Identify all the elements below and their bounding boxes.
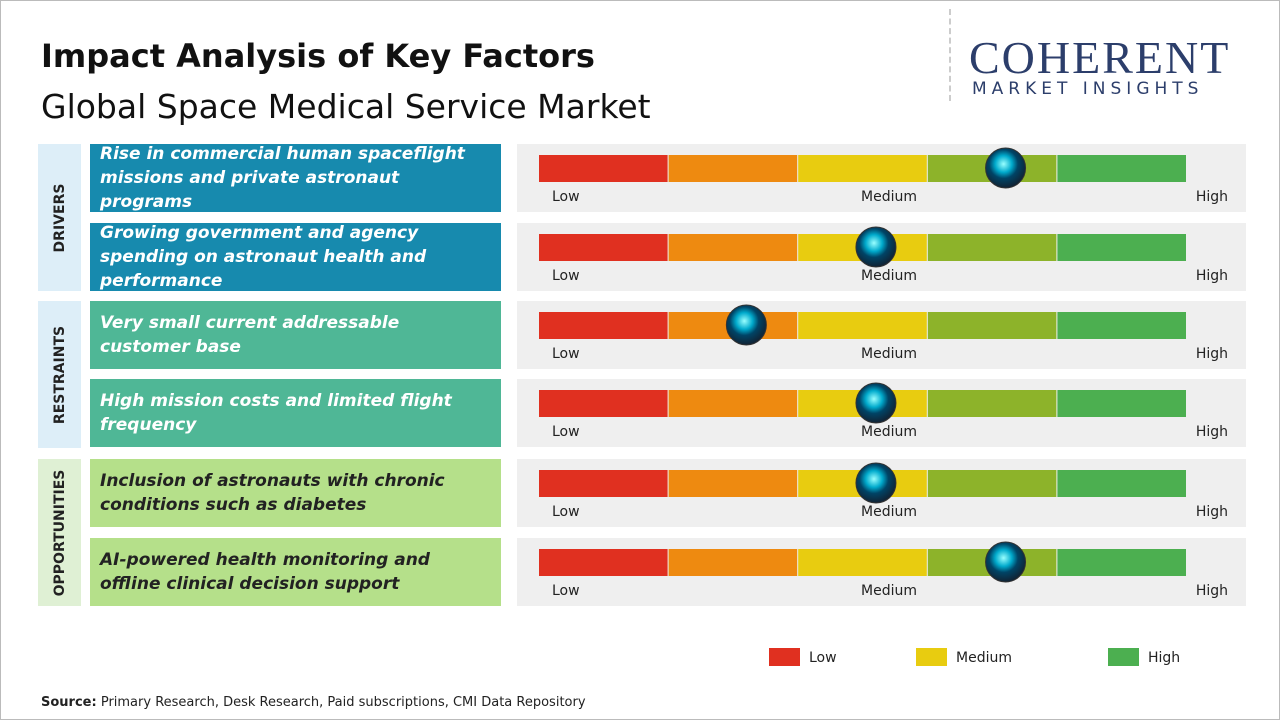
gauge-segment xyxy=(539,155,668,182)
gauge-segment xyxy=(668,549,798,576)
group-label: OPPORTUNITIES xyxy=(51,469,68,596)
factor: Inclusion of astronauts with chronic con… xyxy=(90,459,501,527)
knob xyxy=(985,147,1027,189)
gauge-segment xyxy=(1057,312,1186,339)
gauge-segment xyxy=(539,390,668,417)
group-panel: DRIVERS xyxy=(38,144,81,291)
gauge-segment xyxy=(668,234,798,261)
legend-swatch xyxy=(769,648,800,666)
scale-label: Low xyxy=(552,346,580,362)
scale-label: Medium xyxy=(861,504,917,520)
scale-label: Medium xyxy=(861,583,917,599)
group-label: RESTRAINTS xyxy=(51,325,68,424)
scale-label: High xyxy=(1196,346,1228,362)
scale-label: High xyxy=(1196,189,1228,205)
knob xyxy=(855,462,897,504)
gauge-segment xyxy=(1057,470,1186,497)
scale-label: High xyxy=(1196,583,1228,599)
gauge-segment xyxy=(539,470,668,497)
gauge-segment xyxy=(927,312,1057,339)
separator xyxy=(949,9,951,101)
logo-name: COHERENT xyxy=(969,32,1231,83)
scale-label: Medium xyxy=(861,424,917,440)
gauge-segment xyxy=(1057,155,1186,182)
gauge-segment xyxy=(927,470,1057,497)
source-label: Source: xyxy=(41,695,97,710)
legend-label: Low xyxy=(809,650,837,666)
gauge-segment xyxy=(798,549,927,576)
legend-swatch xyxy=(1108,648,1139,666)
gauge-segment xyxy=(1057,234,1186,261)
factor: AI-powered health monitoring and offline… xyxy=(90,538,501,606)
gauge-segment xyxy=(668,390,798,417)
source-text: Primary Research, Desk Research, Paid su… xyxy=(100,695,586,710)
scale-label: Medium xyxy=(861,268,917,284)
knob xyxy=(985,541,1027,583)
source: Source: Primary Research, Desk Research,… xyxy=(41,695,586,710)
scale-label: High xyxy=(1196,424,1228,440)
gauge-segment xyxy=(798,312,927,339)
group-panel: RESTRAINTS xyxy=(38,301,81,448)
gauge-segment xyxy=(539,234,668,261)
scale-label: Medium xyxy=(861,346,917,362)
legend-label: Medium xyxy=(956,650,1012,666)
legend-swatch xyxy=(916,648,947,666)
factor: Rise in commercial human spaceflight mis… xyxy=(90,144,501,212)
factor: Growing government and agency spending o… xyxy=(90,223,501,291)
gauge-segment xyxy=(927,234,1057,261)
group-panel: OPPORTUNITIES xyxy=(38,459,81,606)
scale-label: Low xyxy=(552,268,580,284)
scale-label: High xyxy=(1196,268,1228,284)
logo-tagline: MARKET INSIGHTS xyxy=(972,79,1204,99)
knob xyxy=(725,304,767,346)
gauge-segment xyxy=(927,390,1057,417)
subtitle: Global Space Medical Service Market xyxy=(41,87,651,126)
title: Impact Analysis of Key Factors xyxy=(41,37,595,75)
gauge-segment xyxy=(539,549,668,576)
legend-label: High xyxy=(1148,650,1180,666)
scale-label: Low xyxy=(552,189,580,205)
scale-label: Low xyxy=(552,424,580,440)
gauge-segment xyxy=(798,155,927,182)
scale-label: High xyxy=(1196,504,1228,520)
knob xyxy=(855,382,897,424)
knob xyxy=(855,226,897,268)
group-label: DRIVERS xyxy=(51,183,68,252)
scale-label: Low xyxy=(552,504,580,520)
scale-label: Low xyxy=(552,583,580,599)
gauge-segment xyxy=(668,470,798,497)
scale-label: Medium xyxy=(861,189,917,205)
gauge-segment xyxy=(1057,390,1186,417)
gauge-segment xyxy=(539,312,668,339)
factor: Very small current addressable customer … xyxy=(90,301,501,369)
factor: High mission costs and limited flight fr… xyxy=(90,379,501,447)
gauge-segment xyxy=(1057,549,1186,576)
gauge-segment xyxy=(668,155,798,182)
